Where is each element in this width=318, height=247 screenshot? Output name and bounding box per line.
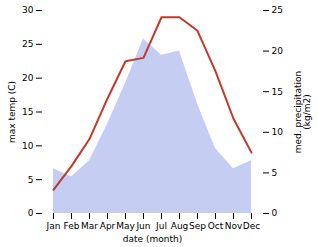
svg-text:Jun: Jun xyxy=(135,221,150,231)
svg-text:20: 20 xyxy=(272,46,284,56)
svg-text:5: 5 xyxy=(28,175,34,185)
svg-text:Oct: Oct xyxy=(208,221,224,231)
svg-text:20: 20 xyxy=(22,73,34,83)
svg-text:Aug: Aug xyxy=(171,221,189,231)
svg-text:0: 0 xyxy=(272,208,278,218)
svg-text:25: 25 xyxy=(272,5,283,15)
svg-text:10: 10 xyxy=(272,127,284,137)
svg-text:Dec: Dec xyxy=(243,221,260,231)
svg-text:Jul: Jul xyxy=(155,221,167,231)
svg-text:30: 30 xyxy=(22,5,34,15)
svg-text:med. precipitation(kg/m2): med. precipitation(kg/m2) xyxy=(293,71,312,153)
svg-text:Mar: Mar xyxy=(81,221,98,231)
svg-text:10: 10 xyxy=(22,141,34,151)
svg-text:15: 15 xyxy=(272,87,283,97)
svg-text:date (month): date (month) xyxy=(123,234,182,244)
svg-text:Apr: Apr xyxy=(100,221,116,231)
svg-text:May: May xyxy=(116,221,135,231)
svg-text:5: 5 xyxy=(272,168,278,178)
svg-text:0: 0 xyxy=(28,208,34,218)
svg-text:max temp (C): max temp (C) xyxy=(7,81,17,143)
svg-text:Jan: Jan xyxy=(46,221,61,231)
svg-text:Feb: Feb xyxy=(64,221,80,231)
svg-text:Sep: Sep xyxy=(189,221,206,231)
svg-text:25: 25 xyxy=(22,39,33,49)
svg-text:15: 15 xyxy=(22,107,33,117)
svg-text:Nov: Nov xyxy=(225,221,243,231)
